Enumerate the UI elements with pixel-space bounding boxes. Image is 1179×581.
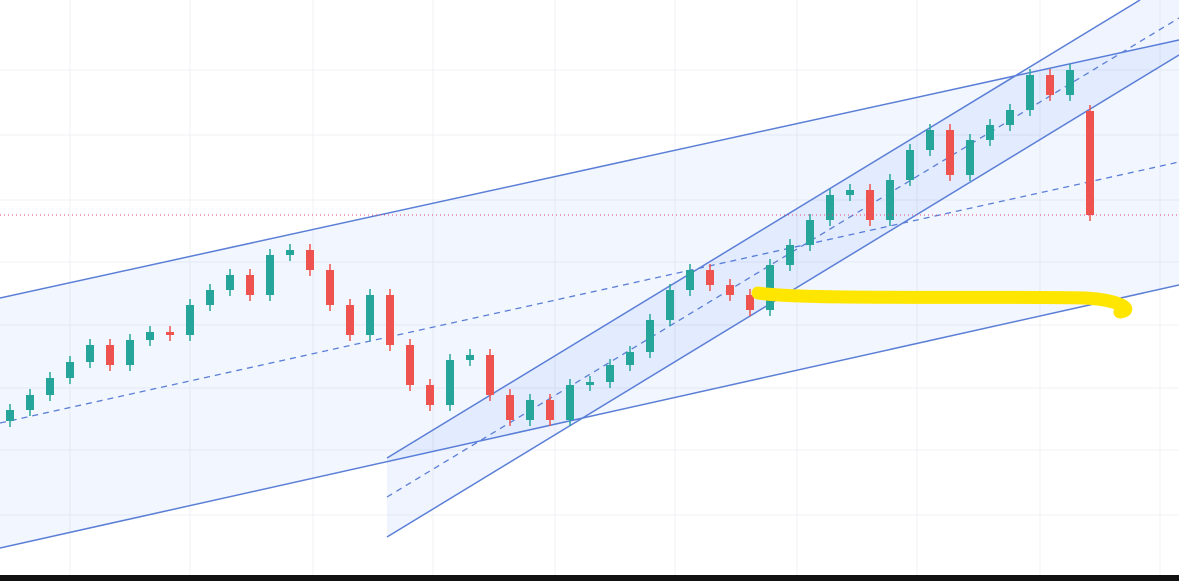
candle-body bbox=[546, 400, 554, 420]
bottom-bar bbox=[0, 575, 1179, 581]
candle-body bbox=[166, 332, 174, 335]
candle-body bbox=[466, 355, 474, 360]
candle-body bbox=[26, 395, 34, 410]
candle-body bbox=[1026, 75, 1034, 110]
candle-body bbox=[1066, 70, 1074, 95]
candle-body bbox=[246, 275, 254, 295]
candle-body bbox=[86, 345, 94, 362]
candle-body bbox=[746, 295, 754, 310]
candle-body bbox=[326, 270, 334, 305]
channel-midline bbox=[0, 161, 1179, 424]
candle-body bbox=[946, 130, 954, 175]
candle-body bbox=[346, 305, 354, 335]
candle-body bbox=[766, 265, 774, 310]
candle-body bbox=[806, 220, 814, 245]
candle-body bbox=[6, 410, 14, 421]
candle-body bbox=[566, 385, 574, 420]
candle-body bbox=[966, 140, 974, 175]
candle-body bbox=[666, 290, 674, 320]
candle-body bbox=[406, 345, 414, 385]
candle-body bbox=[426, 385, 434, 405]
candle-body bbox=[726, 285, 734, 295]
candle-body bbox=[886, 180, 894, 220]
channel-fill bbox=[0, 40, 1179, 548]
channel-fill bbox=[387, 0, 1179, 537]
candle-body bbox=[126, 340, 134, 365]
candles bbox=[6, 64, 1094, 427]
candle-body bbox=[106, 345, 114, 365]
candle-body bbox=[706, 270, 714, 285]
candle-body bbox=[646, 320, 654, 352]
candle-body bbox=[826, 195, 834, 220]
candle-body bbox=[926, 130, 934, 150]
candle-body bbox=[146, 332, 154, 340]
candle-body bbox=[446, 360, 454, 405]
candle-body bbox=[1086, 111, 1094, 215]
candle-body bbox=[866, 190, 874, 220]
candle-body bbox=[266, 255, 274, 295]
candle-body bbox=[626, 352, 634, 365]
channel-line bbox=[386, 0, 1141, 459]
candle-body bbox=[906, 150, 914, 180]
candle-body bbox=[686, 270, 694, 290]
candle-body bbox=[506, 395, 514, 420]
wide-channel bbox=[0, 39, 1179, 549]
candle-body bbox=[306, 250, 314, 270]
candle-body bbox=[786, 245, 794, 265]
candle-body bbox=[46, 378, 54, 395]
candle-body bbox=[226, 275, 234, 290]
candle-body bbox=[986, 125, 994, 140]
candle-body bbox=[206, 290, 214, 305]
candle-body bbox=[486, 355, 494, 395]
candle-body bbox=[386, 295, 394, 345]
candle-body bbox=[526, 400, 534, 420]
candle-body bbox=[586, 382, 594, 385]
candle-body bbox=[366, 295, 374, 335]
candle-body bbox=[66, 362, 74, 378]
candle-body bbox=[286, 250, 294, 255]
candle-body bbox=[1046, 75, 1054, 95]
highlighter-stroke bbox=[751, 286, 1133, 319]
candle-body bbox=[846, 190, 854, 195]
channel-midline bbox=[386, 17, 1179, 498]
candle-body bbox=[606, 365, 614, 382]
candle-body bbox=[186, 305, 194, 335]
channel-line bbox=[0, 39, 1179, 299]
channel-line bbox=[0, 284, 1179, 549]
candle-body bbox=[1006, 110, 1014, 125]
